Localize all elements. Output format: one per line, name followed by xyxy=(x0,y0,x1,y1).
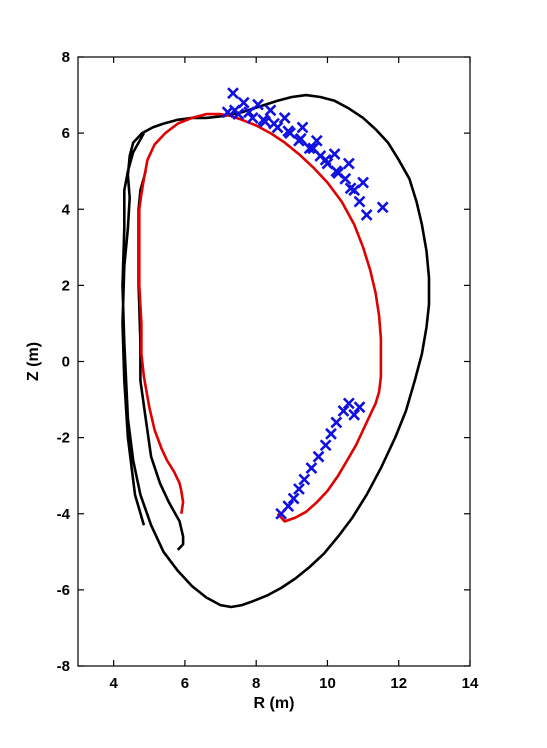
cross-marker-stroke xyxy=(339,172,352,185)
cross-marker xyxy=(348,408,361,421)
cross-marker xyxy=(376,201,389,214)
cross-marker xyxy=(360,209,373,221)
cross-marker-stroke xyxy=(221,106,234,119)
cross-marker-stroke xyxy=(332,167,345,180)
cross-marker-stroke xyxy=(321,157,334,170)
cross-marker xyxy=(228,104,241,117)
cross-marker-stroke xyxy=(353,195,366,208)
cross-marker-stroke xyxy=(296,121,309,134)
cross-marker xyxy=(246,111,259,124)
cross-marker xyxy=(332,167,345,180)
cross-marker-stroke xyxy=(282,125,295,138)
cross-marker xyxy=(319,439,332,452)
cross-marker xyxy=(307,142,320,155)
cross-marker xyxy=(264,104,277,117)
cross-marker xyxy=(337,405,350,417)
cross-marker-stroke xyxy=(305,462,318,474)
y-tick-label: 2 xyxy=(62,277,70,294)
cross-marker xyxy=(312,450,325,463)
cross-marker-stroke xyxy=(246,111,259,124)
cross-marker xyxy=(319,153,332,166)
cross-marker-stroke xyxy=(228,104,241,117)
cross-marker xyxy=(344,182,357,195)
cross-marker xyxy=(294,132,307,145)
cross-marker-stroke xyxy=(330,416,343,429)
y-tick-label: 8 xyxy=(62,49,70,66)
cross-marker xyxy=(287,492,300,505)
outer-wall-line xyxy=(121,93,431,609)
cross-marker xyxy=(353,401,366,414)
cross-marker xyxy=(298,473,311,486)
cross-marker-stroke xyxy=(344,182,357,195)
cross-marker-stroke xyxy=(342,397,355,410)
cross-marker-stroke xyxy=(376,201,389,214)
cross-marker-stroke xyxy=(282,500,295,513)
cross-marker xyxy=(227,87,239,100)
cross-marker xyxy=(282,500,295,513)
cross-marker xyxy=(303,142,316,155)
cross-marker-stroke xyxy=(294,132,307,145)
cross-marker-stroke xyxy=(303,142,316,155)
cross-marker-stroke xyxy=(298,473,311,486)
cross-marker-stroke xyxy=(278,111,291,124)
cross-marker xyxy=(243,106,255,119)
cross-marker-stroke xyxy=(325,427,337,440)
cross-marker xyxy=(353,195,366,208)
cross-marker xyxy=(268,117,280,130)
cross-marker xyxy=(330,416,343,429)
x-axis-title: R (m) xyxy=(254,695,295,712)
cross-marker xyxy=(305,462,318,474)
cross-marker-stroke xyxy=(319,153,332,166)
axes: 4 6 8 10 12 14 -8 -6 -4 -2 0 2 4 6 8 xyxy=(57,49,479,692)
x-tick-label: 12 xyxy=(390,675,407,692)
y-tick-label: 6 xyxy=(62,125,70,142)
cross-marker xyxy=(342,157,355,170)
cross-marker-stroke xyxy=(319,439,332,452)
cross-marker-stroke xyxy=(353,401,366,414)
cross-marker-stroke xyxy=(360,209,373,221)
y-tick-label: -6 xyxy=(57,582,70,599)
y-tick-label: -2 xyxy=(57,430,70,447)
x-tick-label: 8 xyxy=(252,675,260,692)
cross-marker xyxy=(296,121,309,134)
cross-marker-stroke xyxy=(268,117,280,130)
cross-marker-stroke xyxy=(293,483,305,495)
y-tick-label: 0 xyxy=(62,354,70,371)
x-tick-label: 4 xyxy=(109,675,118,692)
cross-marker-stroke xyxy=(243,106,255,119)
limiter-line xyxy=(138,112,383,523)
x-tick-label: 10 xyxy=(319,675,336,692)
cross-marker-stroke xyxy=(257,113,270,126)
cross-marker-stroke xyxy=(287,492,300,505)
cross-marker xyxy=(328,148,341,160)
cross-marker-stroke xyxy=(348,408,361,421)
y-tick-label: -4 xyxy=(57,506,71,523)
cross-marker-stroke xyxy=(342,157,355,170)
inner-wall-line xyxy=(137,170,185,551)
plot-area xyxy=(121,87,431,609)
y-tick-label: -8 xyxy=(57,658,70,675)
cross-marker xyxy=(282,125,295,138)
y-tick-label: 4 xyxy=(62,201,71,218)
cross-marker xyxy=(293,483,305,495)
cross-marker-stroke xyxy=(312,450,325,463)
cross-marker-stroke xyxy=(264,104,277,117)
cross-marker xyxy=(325,427,337,440)
cross-marker-stroke xyxy=(337,405,350,417)
cross-marker xyxy=(278,111,291,124)
cross-marker xyxy=(342,397,355,410)
x-tick-label: 14 xyxy=(462,675,479,692)
y-axis-title: Z (m) xyxy=(25,342,42,381)
x-tick-label: 6 xyxy=(181,675,189,692)
cross-marker-stroke xyxy=(307,142,320,155)
cross-marker-stroke xyxy=(227,87,239,100)
cross-marker xyxy=(257,113,270,126)
cross-marker-stroke xyxy=(328,148,341,160)
